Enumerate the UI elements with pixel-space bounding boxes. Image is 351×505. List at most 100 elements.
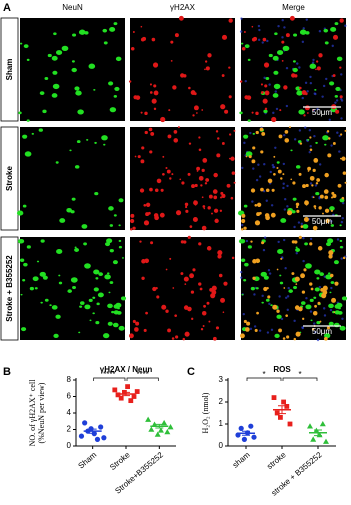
nucleus [282,162,286,166]
cell [243,31,246,33]
cell [324,143,327,146]
cell [281,59,284,62]
cell [219,209,223,212]
cell [319,320,322,323]
nucleus [243,141,246,145]
nucleus [272,111,275,115]
y-tick-label: 0 [67,441,72,450]
cell [310,319,313,322]
cell [280,177,283,180]
nucleus [282,238,286,242]
cell [83,242,87,246]
error-bar [155,423,164,429]
cell [26,245,31,249]
cell [153,107,157,111]
cell [175,210,182,216]
cell [226,183,231,188]
cell [309,175,315,181]
cell [312,310,318,316]
cell [298,172,302,176]
nucleus [340,257,343,260]
cell [120,296,127,301]
cell [184,331,190,337]
nucleus [301,96,304,100]
nucleus [305,18,308,21]
y-tick-label: 4 [67,408,72,417]
cell [190,290,195,294]
cell [207,206,211,210]
cell [297,140,302,144]
cell [283,287,286,289]
cell [263,62,270,68]
cell [71,197,76,201]
cell [324,41,329,45]
cell [312,168,316,173]
point [131,394,137,399]
cell [326,326,331,330]
cell [79,305,83,308]
cell [319,194,324,199]
cell [292,181,296,185]
cell [78,29,86,35]
cell [229,157,231,160]
significance-label: * [262,370,265,379]
cell [202,325,205,327]
cell [251,37,256,42]
cell [95,277,99,280]
cell [165,268,168,271]
cell [330,209,334,212]
cell [295,283,298,285]
cell [332,193,337,198]
cell [330,281,335,285]
nucleus [263,76,266,80]
point [161,419,168,426]
cell [153,90,159,96]
cell [299,29,307,35]
cell [324,195,329,200]
cell [205,66,210,71]
cell [261,131,266,136]
cell [322,285,328,291]
cell [118,224,121,227]
cell [268,53,273,58]
nucleus [316,107,319,111]
cell [156,295,160,299]
nucleus [298,66,301,69]
nucleus [240,17,243,20]
cell [278,134,283,139]
nucleus [257,38,261,42]
cell [271,116,277,123]
cell [198,148,202,152]
cell [206,246,212,251]
cell [111,310,115,314]
cell [199,287,203,291]
column-header: NeuN [62,3,83,12]
nucleus [261,41,264,44]
nucleus [311,61,315,64]
cell [292,67,298,73]
cell [169,257,172,260]
point [112,387,118,393]
scale-bar-label: 50μm [312,327,333,336]
nucleus [274,90,277,93]
cell [49,304,52,307]
cell [311,327,315,331]
cell [201,168,205,173]
nucleus [245,239,249,243]
column-header: γH2AX [170,3,196,12]
chart-title: ROS [273,365,291,374]
cell [243,319,247,324]
cell [228,66,231,69]
cell [58,274,61,277]
nucleus [322,307,326,310]
cell [301,290,306,294]
cell [201,310,207,316]
cell [276,309,280,313]
point [248,423,254,429]
cell [241,213,246,218]
cell [278,328,282,333]
cell [52,70,58,75]
nucleus [330,220,333,223]
cell [231,256,235,260]
cell [113,214,117,217]
